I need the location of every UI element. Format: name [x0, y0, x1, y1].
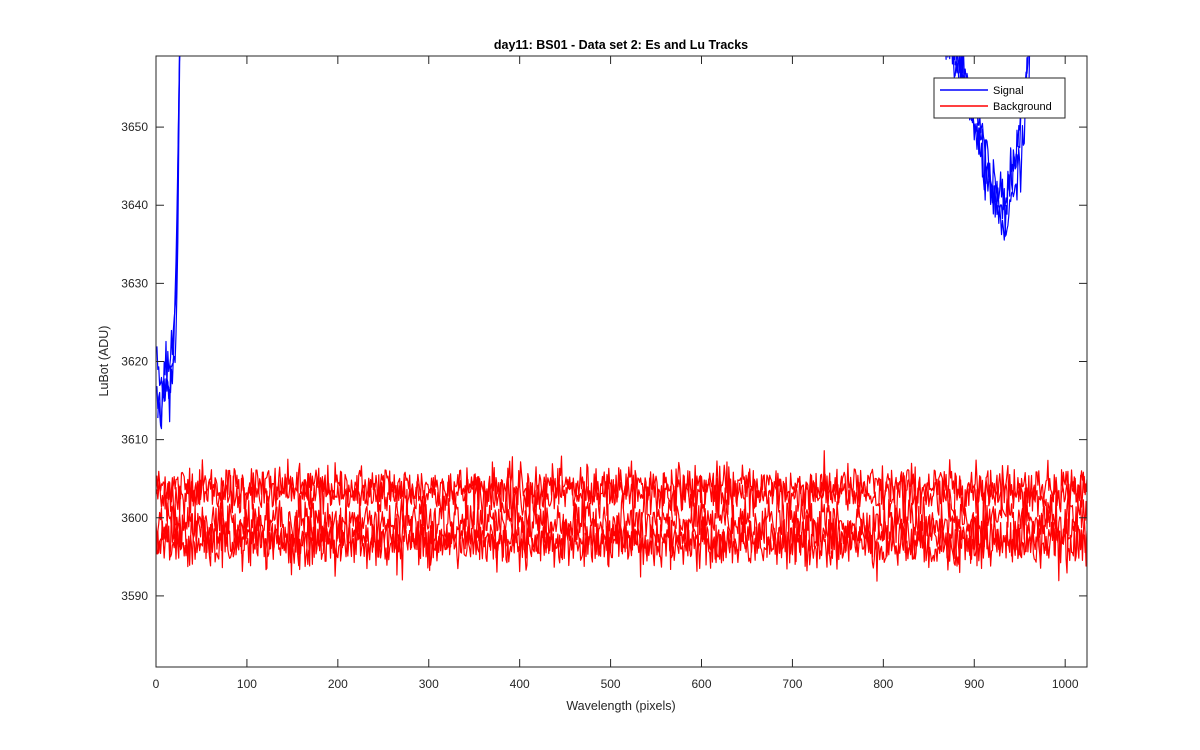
- x-tick-label: 800: [873, 677, 893, 691]
- y-tick-label: 3610: [121, 433, 148, 447]
- x-axis: 0 100 200 300 400 500 600 700 800 900 1000: [153, 56, 1079, 691]
- x-tick-label: 700: [782, 677, 802, 691]
- x-tick-label: 500: [601, 677, 621, 691]
- x-tick-label: 400: [510, 677, 530, 691]
- x-tick-label: 300: [419, 677, 439, 691]
- signal-series-line: [951, 56, 1032, 241]
- x-axis-label: Wavelength (pixels): [566, 699, 675, 713]
- background-series-line: [156, 502, 1087, 582]
- plot-area: [156, 56, 1087, 667]
- x-tick-label: 1000: [1052, 677, 1079, 691]
- signal-series-line: [157, 56, 181, 424]
- y-tick-label: 3650: [121, 120, 148, 134]
- legend-box: [933, 77, 1066, 119]
- y-axis: 3590 3600 3610 3620 3630 3640 3650: [121, 120, 1087, 603]
- legend: Signal Background: [933, 77, 1066, 119]
- y-tick-label: 3620: [121, 355, 148, 369]
- x-tick-label: 0: [153, 677, 160, 691]
- x-tick-label: 600: [691, 677, 711, 691]
- y-tick-label: 3590: [121, 589, 148, 603]
- y-tick-label: 3600: [121, 511, 148, 525]
- legend-background-label: Background: [993, 101, 1052, 113]
- signal-series-line: [156, 56, 181, 399]
- y-tick-label: 3640: [121, 198, 148, 212]
- legend-signal-label: Signal: [993, 85, 1024, 97]
- x-tick-label: 100: [237, 677, 257, 691]
- background-series-line: [156, 459, 1087, 539]
- chart-title: day11: BS01 - Data set 2: Es and Lu Trac…: [494, 38, 748, 52]
- x-tick-label: 200: [328, 677, 348, 691]
- y-axis-label: LuBot (ADU): [97, 326, 111, 397]
- data-layer: [156, 56, 1087, 582]
- y-tick-label: 3630: [121, 276, 148, 290]
- background-series-line: [156, 503, 1087, 578]
- background-series-line: [156, 486, 1087, 567]
- x-tick-label: 900: [964, 677, 984, 691]
